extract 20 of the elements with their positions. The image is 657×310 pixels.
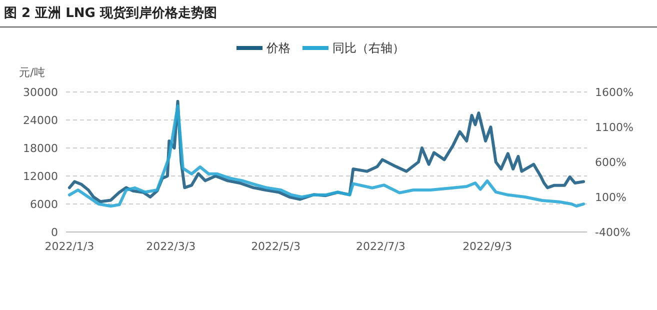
x-tick-label: 2022/9/3 — [462, 240, 512, 253]
y-tick-label: 0 — [51, 226, 58, 239]
y-tick-label: 18000 — [23, 142, 58, 155]
y-tick-label: 30000 — [23, 86, 58, 99]
y2-tick-label: -400% — [595, 226, 630, 239]
x-tick-label: 2022/1/3 — [44, 240, 94, 253]
legend-label: 同比（右轴） — [332, 41, 404, 56]
legend-label: 价格 — [266, 41, 290, 56]
y2-tick-label: 100% — [595, 190, 626, 204]
y2-tick-label: 1600% — [595, 86, 634, 99]
x-tick-label: 2022/5/3 — [251, 240, 300, 253]
chart-title: 图 2 亚洲 LNG 现货到岸价格走势图 — [4, 5, 217, 21]
x-tick-label: 2022/7/3 — [356, 240, 406, 253]
y2-tick-label: 600% — [595, 156, 626, 169]
x-tick-label: 2022/3/3 — [146, 240, 196, 253]
y-tick-label: 24000 — [23, 114, 58, 127]
y2-tick-label: 1100% — [595, 120, 634, 134]
y-axis-title: 元/吨 — [19, 66, 45, 79]
y-tick-label: 6000 — [30, 198, 58, 211]
y-tick-label: 12000 — [23, 170, 58, 183]
